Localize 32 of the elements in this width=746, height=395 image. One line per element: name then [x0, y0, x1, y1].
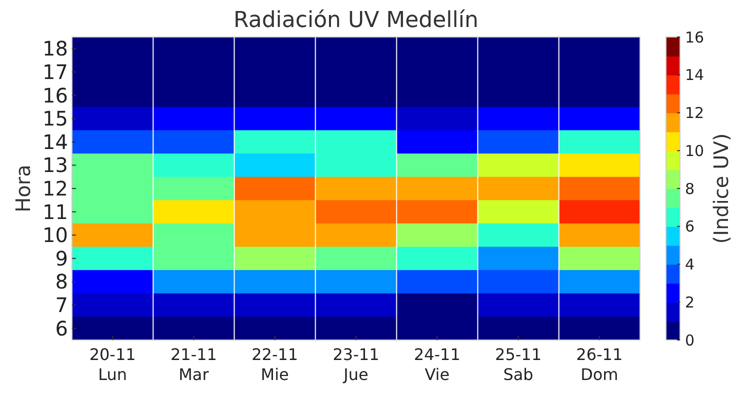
y-tick-label: 16 [42, 83, 68, 108]
x-tick-label: 21-11 Mar [170, 345, 217, 384]
x-tick-label: 20-11 Lun [89, 345, 136, 384]
color-bar-label: 0 [685, 331, 695, 350]
y-tick-label: 15 [42, 106, 68, 131]
color-bar-label: 2 [685, 293, 695, 312]
y-tick-label: 8 [55, 270, 68, 294]
color-bar-label: 6 [685, 218, 695, 236]
y-tick-label: 13 [42, 153, 68, 178]
y-tick-label: 17 [42, 60, 68, 84]
x-tick-label: 22-11 Mie [252, 345, 298, 384]
x-tick-label: 25-11 Sab [495, 345, 542, 384]
color-bar-label: 4 [685, 256, 695, 274]
y-tick-label: 18 [42, 36, 68, 61]
y-tick-label: 14 [42, 130, 68, 154]
color-bar-label: 8 [685, 180, 695, 198]
color-bar-label: 16 [685, 28, 704, 46]
x-tick-label: 26-11 Dom [576, 345, 623, 384]
y-tick-label: 10 [42, 223, 68, 248]
color-bar-label: 12 [685, 104, 704, 122]
y-axis-title: Hora [11, 164, 35, 212]
y-tick-label: 6 [55, 316, 68, 340]
y-tick-label: 7 [55, 293, 68, 318]
chart-title: Radiación UV Medellín [234, 8, 478, 33]
color-bar-label: 10 [685, 142, 704, 160]
color-bar-label: 14 [685, 66, 704, 84]
y-tick-label: 9 [55, 246, 68, 270]
x-tick-label: 24-11 Vie [414, 345, 460, 384]
y-tick-label: 11 [42, 200, 68, 224]
color-bar-title: (Indice UV) [709, 133, 733, 244]
y-tick-label: 12 [42, 176, 68, 200]
x-tick-label: 23-11 Jue [332, 345, 380, 384]
